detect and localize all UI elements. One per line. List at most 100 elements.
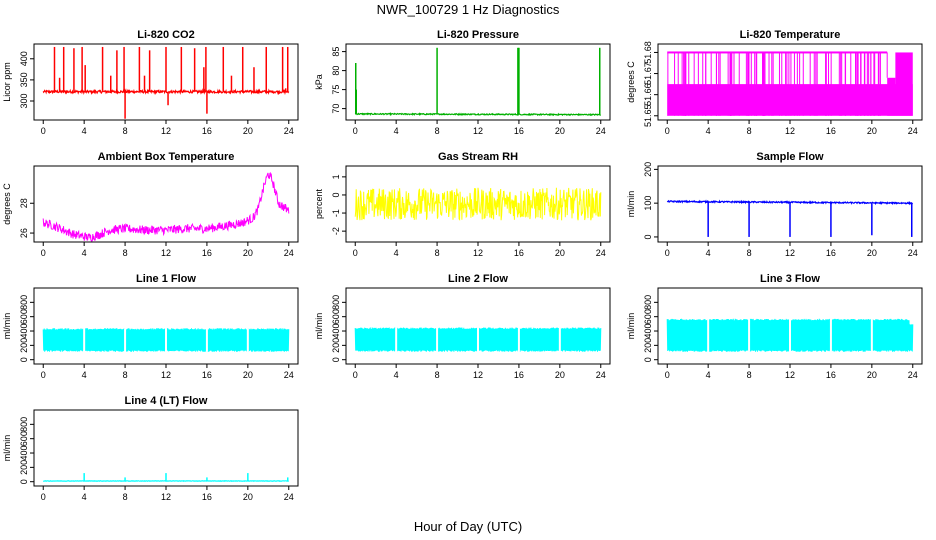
x-tick-label: 16 xyxy=(202,126,212,136)
panel-data xyxy=(666,318,914,352)
panel-7: Line 2 Flow ml/min 0 4 8 12 16 20 24 0 20040060080… xyxy=(314,273,611,380)
y-tick-label: 51.66 xyxy=(643,83,653,106)
panel-ylabel: kPa xyxy=(314,74,324,90)
x-tick-label: 0 xyxy=(665,248,670,258)
panel-ylabel: percent xyxy=(314,188,324,219)
x-tick-label: 20 xyxy=(867,370,877,380)
x-tick-label: 12 xyxy=(161,370,171,380)
x-tick-label: 4 xyxy=(394,370,399,380)
figure-title: NWR_100729 1 Hz Diagnostics xyxy=(377,2,560,17)
y-tick-label: 800 xyxy=(19,295,29,310)
x-tick-label: 24 xyxy=(908,126,918,136)
y-tick-label: 800 xyxy=(331,295,341,310)
series-line xyxy=(42,171,290,242)
y-tick-label: 600 xyxy=(643,309,653,324)
x-tick-label: 8 xyxy=(435,126,440,136)
x-tick-label: 24 xyxy=(596,248,606,258)
y-tick-label: 600 xyxy=(19,431,29,446)
x-tick-label: 20 xyxy=(243,248,253,258)
series-band xyxy=(354,187,602,221)
x-tick-label: 4 xyxy=(82,126,87,136)
panel-title: Li-820 Pressure xyxy=(437,29,519,41)
y-tick-label: 300 xyxy=(19,93,29,108)
x-tick-label: 20 xyxy=(867,126,877,136)
x-tick-label: 24 xyxy=(596,126,606,136)
panel-5: Sample Flow ml/min 0 4 8 12 16 20 24 0 100 200 xyxy=(626,151,923,258)
panel-ylabel: ml/min xyxy=(626,313,636,340)
series-high xyxy=(667,51,888,54)
y-tick-label: 51.68 xyxy=(643,41,653,64)
y-tick-label: 200 xyxy=(331,338,341,353)
y-tick-label: 51.67 xyxy=(643,62,653,85)
panel-ylabel: ml/min xyxy=(314,313,324,340)
x-tick-label: 0 xyxy=(41,126,46,136)
x-tick-label: 4 xyxy=(706,248,711,258)
y-tick-label: 26 xyxy=(19,228,29,238)
x-tick-label: 0 xyxy=(353,370,358,380)
panel-ylabel: ml/min xyxy=(2,435,12,462)
x-tick-label: 0 xyxy=(41,370,46,380)
x-tick-label: 16 xyxy=(826,126,836,136)
x-tick-label: 8 xyxy=(123,126,128,136)
x-tick-label: 8 xyxy=(747,126,752,136)
panel-6: Line 1 Flow ml/min 0 4 8 12 16 20 24 0 20040060080… xyxy=(2,273,299,380)
x-tick-label: 4 xyxy=(394,248,399,258)
x-tick-label: 16 xyxy=(514,126,524,136)
x-tick-label: 4 xyxy=(706,126,711,136)
y-tick-label: 200 xyxy=(19,338,29,353)
panel-title: Li-820 Temperature xyxy=(740,29,841,41)
y-tick-label: 600 xyxy=(331,309,341,324)
x-tick-label: 12 xyxy=(785,126,795,136)
x-tick-label: 4 xyxy=(82,492,87,502)
x-tick-label: 16 xyxy=(514,370,524,380)
panel-8: Line 3 Flow ml/min 0 4 8 12 16 20 24 0 20040060080… xyxy=(626,273,923,380)
panel-9: Line 4 (LT) Flow ml/min 0 4 8 12 16 20 24 0 200400… xyxy=(2,395,299,502)
panel-data xyxy=(42,171,290,242)
series-line xyxy=(354,111,601,117)
y-tick-label: 28 xyxy=(19,198,29,208)
y-tick-label: 0 xyxy=(331,192,341,197)
x-tick-label: 4 xyxy=(82,248,87,258)
x-tick-label: 12 xyxy=(473,126,483,136)
panel-2: Li-820 Temperature degrees C 0 4 8 12 16 20 24 51… xyxy=(626,29,923,136)
x-tick-label: 8 xyxy=(435,248,440,258)
y-tick-label: -1 xyxy=(331,209,341,217)
y-tick-label: 1 xyxy=(331,174,341,179)
y-tick-label: 80 xyxy=(331,66,341,76)
series-end-block xyxy=(895,52,913,116)
panel-title: Ambient Box Temperature xyxy=(98,151,235,163)
panel-1: Li-820 Pressure kPa 0 4 8 12 16 20 24 70 75 80 85 xyxy=(314,29,611,136)
series-fill xyxy=(667,84,913,116)
y-tick-label: 350 xyxy=(19,72,29,87)
x-tick-label: 16 xyxy=(202,248,212,258)
x-tick-label: 12 xyxy=(161,492,171,502)
x-tick-label: 0 xyxy=(41,492,46,502)
y-tick-label: 600 xyxy=(19,309,29,324)
y-tick-label: 800 xyxy=(19,417,29,432)
x-tick-label: 16 xyxy=(514,248,524,258)
y-tick-label: 400 xyxy=(19,324,29,339)
panel-frame xyxy=(33,287,299,365)
panel-3: Ambient Box Temperature degrees C 0 4 8 12 16 2… xyxy=(2,151,299,258)
panel-ylabel: ml/min xyxy=(626,191,636,218)
x-tick-label: 8 xyxy=(123,492,128,502)
x-tick-label: 8 xyxy=(747,248,752,258)
y-tick-label: 0 xyxy=(643,234,653,239)
y-tick-label: 0 xyxy=(19,479,29,484)
x-tick-label: 8 xyxy=(123,248,128,258)
x-tick-label: 20 xyxy=(555,370,565,380)
panel-data xyxy=(42,328,290,352)
x-tick-label: 0 xyxy=(41,248,46,258)
panel-frame xyxy=(345,287,611,365)
y-tick-label: 200 xyxy=(643,162,653,177)
panel-data xyxy=(354,47,601,117)
panel-data xyxy=(667,51,913,116)
panel-data xyxy=(42,473,290,483)
x-tick-label: 24 xyxy=(908,370,918,380)
y-tick-label: 200 xyxy=(19,460,29,475)
panel-ylabel: Licor ppm xyxy=(2,62,12,102)
y-tick-label: 100 xyxy=(643,196,653,211)
panel-title: Line 4 (LT) Flow xyxy=(125,395,208,407)
